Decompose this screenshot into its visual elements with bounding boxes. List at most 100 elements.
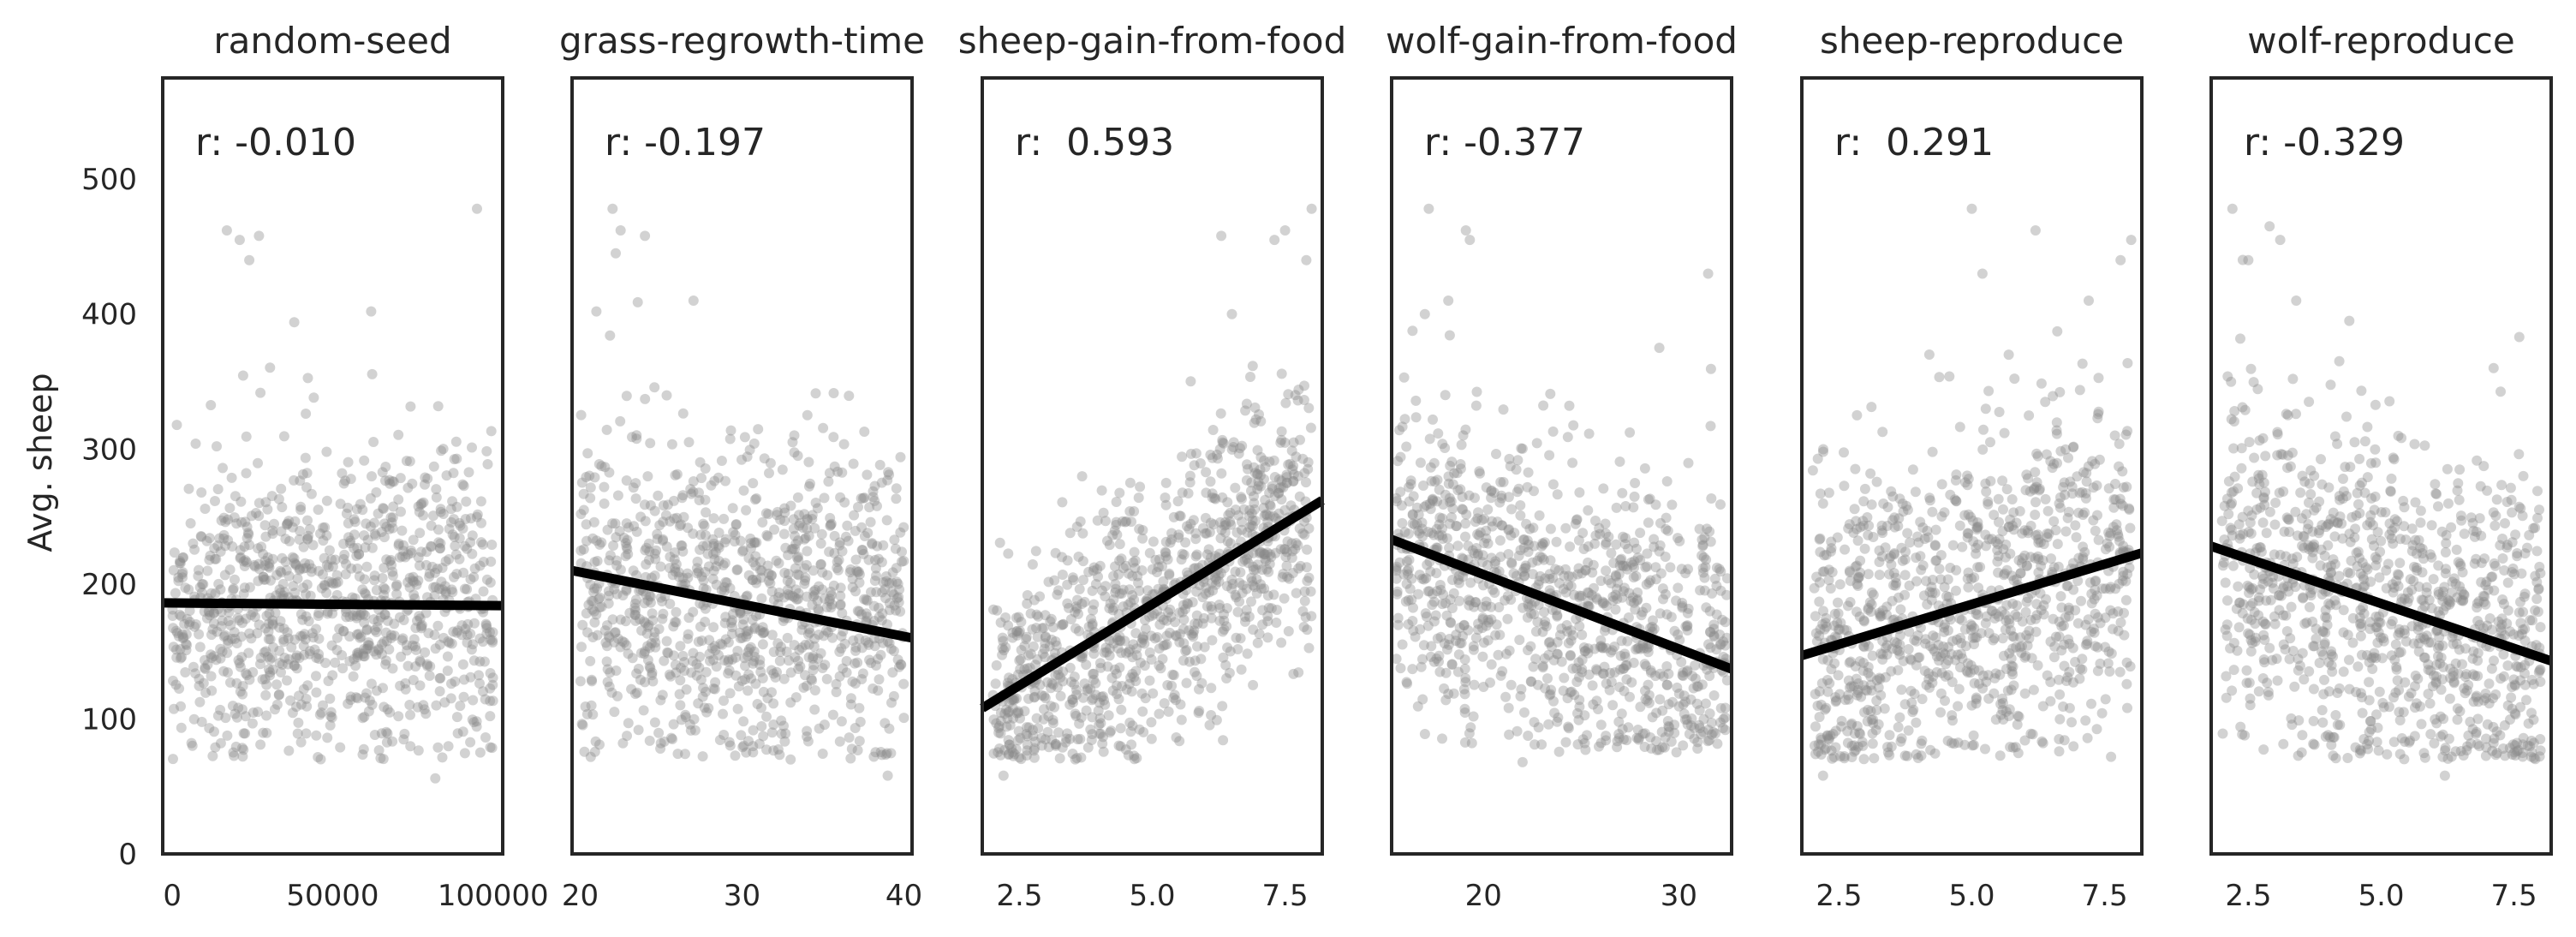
data-point: [1473, 548, 1483, 559]
data-point: [479, 656, 490, 667]
data-point: [1981, 611, 1992, 622]
data-point: [194, 564, 204, 576]
data-point: [1047, 714, 1058, 725]
data-point: [243, 529, 254, 540]
data-point: [190, 439, 201, 449]
data-point: [369, 575, 380, 586]
data-point: [207, 624, 218, 635]
data-point: [675, 700, 686, 711]
data-point: [354, 549, 365, 560]
data-point: [228, 583, 239, 594]
data-point: [434, 543, 445, 554]
data-point: [340, 475, 351, 486]
data-point: [287, 552, 298, 563]
data-point: [1291, 588, 1302, 599]
data-point: [173, 572, 184, 583]
data-point: [1231, 527, 1243, 538]
data-point: [1302, 544, 1313, 555]
data-point: [380, 655, 391, 666]
data-point: [388, 501, 399, 512]
data-point: [454, 553, 465, 564]
data-point: [1477, 614, 1488, 625]
data-point: [615, 642, 626, 653]
data-point: [607, 518, 618, 529]
data-point: [1447, 503, 1458, 514]
data-point: [1460, 518, 1471, 529]
data-point: [290, 559, 301, 570]
data-point: [204, 723, 215, 734]
data-point: [220, 516, 231, 528]
data-point: [331, 632, 343, 643]
data-point: [1545, 523, 1556, 534]
data-point: [1535, 551, 1546, 562]
data-point: [306, 563, 317, 574]
data-point: [460, 514, 471, 524]
data-point: [397, 525, 408, 536]
data-point: [349, 529, 360, 540]
data-point: [591, 609, 602, 620]
data-point: [766, 570, 777, 581]
data-point: [991, 659, 1002, 671]
data-point: [601, 656, 612, 667]
x-tick-label: 30: [1661, 879, 1697, 913]
data-point: [321, 559, 332, 570]
data-point: [893, 597, 904, 608]
data-point: [1218, 652, 1229, 663]
data-point: [719, 513, 730, 524]
data-point: [1902, 750, 1913, 761]
data-point: [1935, 550, 1947, 561]
data-point: [409, 641, 420, 652]
data-point: [444, 554, 455, 564]
data-point: [2024, 410, 2035, 421]
data-point: [1260, 494, 1271, 505]
data-point: [280, 534, 291, 545]
data-point: [1515, 500, 1526, 510]
data-point: [1896, 684, 1907, 695]
panel-title: wolf-gain-from-food: [1386, 20, 1738, 62]
data-point: [281, 519, 292, 530]
data-point: [456, 630, 468, 641]
data-point: [458, 691, 469, 702]
data-point: [1398, 372, 1410, 383]
data-point: [1689, 722, 1700, 733]
data-point: [1293, 385, 1304, 395]
data-point: [1470, 516, 1481, 528]
data-point: [228, 747, 239, 758]
data-point: [462, 618, 474, 630]
data-point: [1840, 544, 1851, 555]
correlation-label: r: -0.010: [195, 121, 356, 164]
data-point: [1711, 562, 1722, 573]
data-point: [265, 670, 276, 681]
data-point: [828, 388, 839, 398]
data-point: [688, 476, 699, 486]
data-point: [615, 564, 626, 576]
data-point: [1022, 739, 1033, 750]
data-point: [589, 583, 600, 594]
data-point: [345, 535, 356, 546]
data-point: [449, 571, 459, 582]
data-point: [635, 511, 647, 522]
data-point: [2048, 652, 2060, 663]
data-point: [429, 590, 440, 601]
data-point: [242, 528, 253, 539]
data-point: [261, 611, 272, 621]
data-point: [878, 577, 889, 588]
data-point: [415, 546, 426, 558]
data-point: [239, 582, 250, 594]
data-point: [283, 570, 295, 582]
data-point: [708, 513, 719, 524]
data-point: [726, 629, 737, 639]
data-point: [768, 594, 779, 606]
data-point: [200, 504, 211, 514]
data-point: [1621, 735, 1632, 746]
data-point: [1588, 699, 1599, 710]
data-point: [2051, 425, 2062, 436]
data-point: [891, 493, 902, 504]
data-point: [289, 660, 300, 671]
data-point: [478, 586, 489, 597]
data-point: [408, 571, 419, 582]
data-point: [657, 613, 668, 624]
data-point: [824, 546, 835, 558]
data-point: [420, 708, 432, 719]
